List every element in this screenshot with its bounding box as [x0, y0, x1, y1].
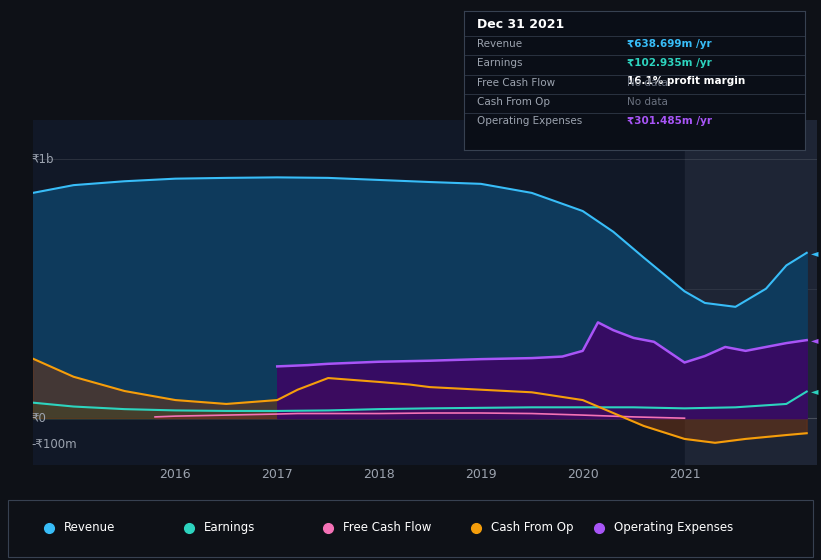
Text: 2021: 2021 — [669, 468, 700, 481]
Text: 2020: 2020 — [566, 468, 599, 481]
Text: No data: No data — [627, 78, 668, 88]
Text: 2019: 2019 — [465, 468, 497, 481]
Text: 2016: 2016 — [159, 468, 191, 481]
Text: ◄: ◄ — [810, 335, 819, 345]
Text: 2018: 2018 — [363, 468, 395, 481]
Text: Revenue: Revenue — [64, 521, 116, 534]
Text: Free Cash Flow: Free Cash Flow — [343, 521, 432, 534]
Text: ◄: ◄ — [810, 248, 819, 258]
Text: 16.1% profit margin: 16.1% profit margin — [627, 77, 745, 86]
Bar — [685, 120, 817, 465]
Text: Operating Expenses: Operating Expenses — [614, 521, 733, 534]
Text: ₹1b: ₹1b — [31, 153, 53, 166]
Text: Free Cash Flow: Free Cash Flow — [478, 78, 556, 88]
Text: Dec 31 2021: Dec 31 2021 — [478, 18, 565, 31]
Text: Earnings: Earnings — [478, 58, 523, 68]
Text: 2017: 2017 — [261, 468, 293, 481]
Text: ₹301.485m /yr: ₹301.485m /yr — [627, 116, 713, 126]
Text: ₹0: ₹0 — [31, 412, 46, 424]
Text: Operating Expenses: Operating Expenses — [478, 116, 583, 126]
Text: ◄: ◄ — [810, 386, 819, 396]
Text: ₹638.699m /yr: ₹638.699m /yr — [627, 39, 712, 49]
Text: Revenue: Revenue — [478, 39, 523, 49]
Text: ₹102.935m /yr: ₹102.935m /yr — [627, 58, 712, 68]
Text: -₹100m: -₹100m — [31, 437, 77, 451]
Text: Cash From Op: Cash From Op — [478, 97, 551, 106]
Text: Cash From Op: Cash From Op — [491, 521, 573, 534]
Text: No data: No data — [627, 97, 668, 106]
Text: Earnings: Earnings — [204, 521, 255, 534]
